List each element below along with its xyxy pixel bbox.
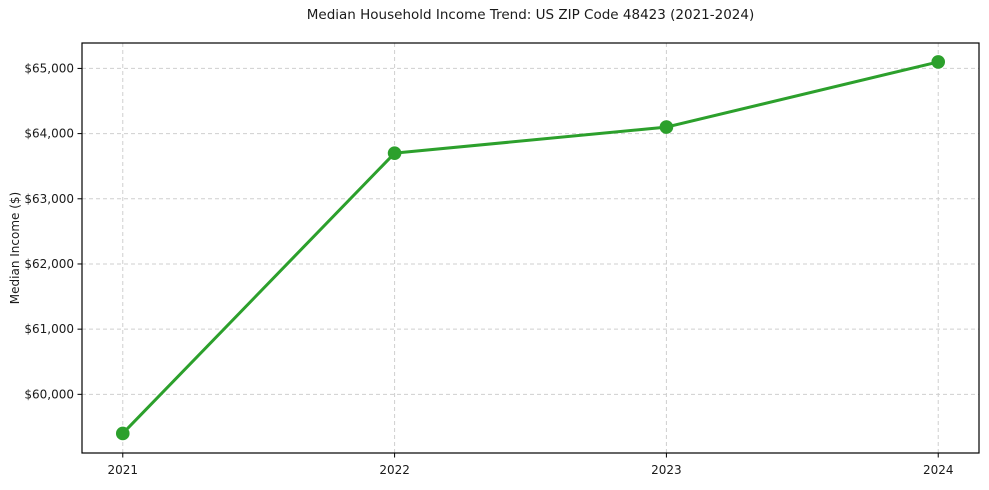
data-point-2021 — [115, 426, 130, 441]
y-tick-label: $65,000 — [24, 61, 74, 75]
chart-title: Median Household Income Trend: US ZIP Co… — [306, 7, 755, 23]
y-tick-label: $62,000 — [24, 257, 74, 271]
x-tick-label: 2021 — [107, 463, 138, 477]
x-tick-label: 2024 — [923, 463, 954, 477]
data-point-2022 — [387, 146, 402, 160]
y-tick-label: $64,000 — [24, 127, 74, 141]
data-point-2023 — [659, 120, 674, 134]
x-tick-label: 2023 — [651, 463, 682, 477]
y-tick-label: $60,000 — [24, 387, 74, 401]
x-tick-label: 2022 — [379, 463, 410, 477]
plot-border — [81, 42, 980, 454]
income-trend-line — [121, 60, 940, 435]
y-tick-label: $61,000 — [24, 322, 74, 336]
y-tick-label: $63,000 — [24, 192, 74, 206]
data-point-2024 — [931, 55, 946, 69]
